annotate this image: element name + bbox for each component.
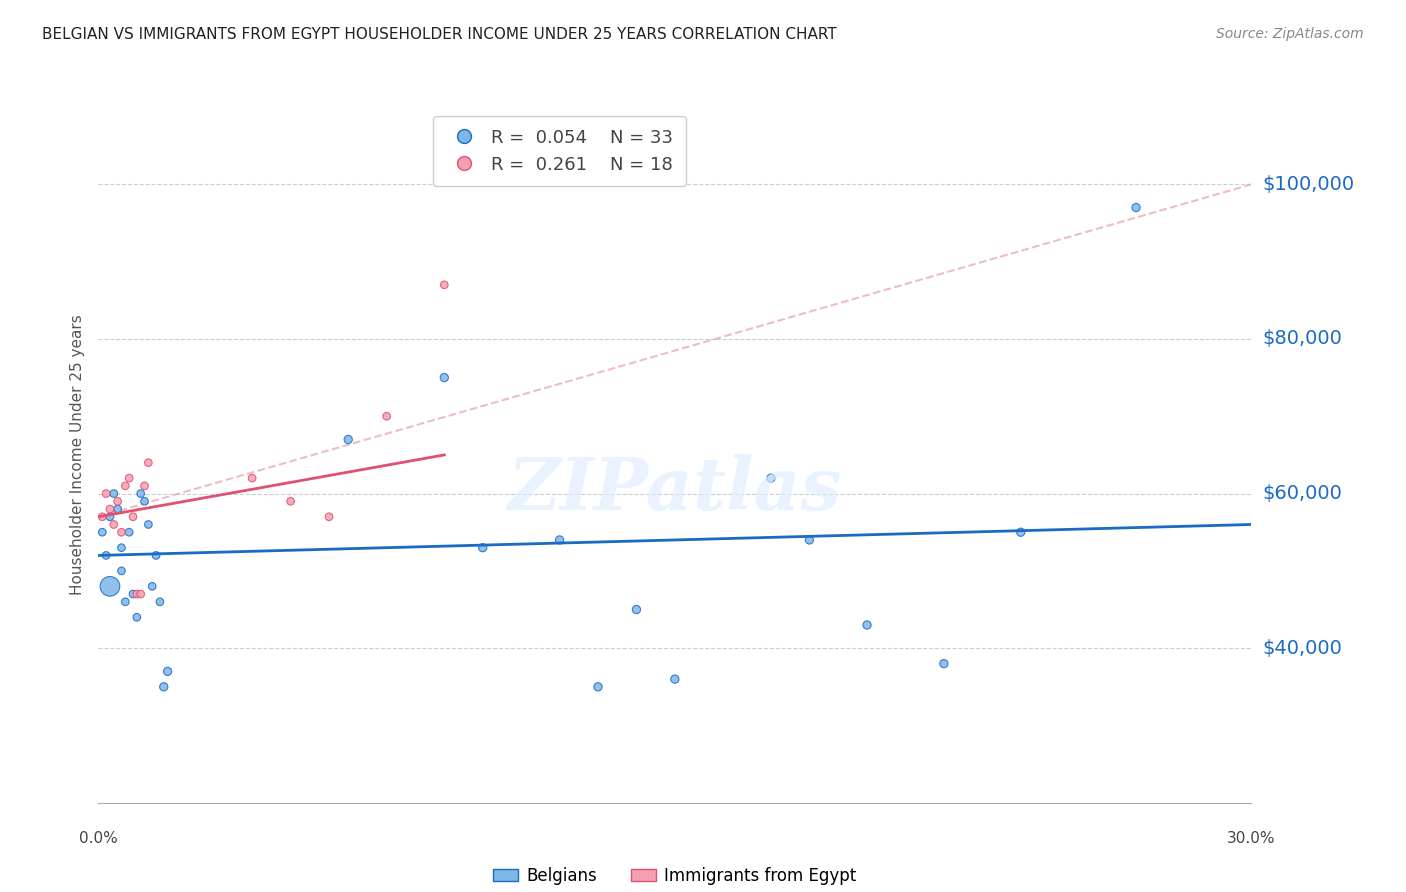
Point bbox=[138, 517, 160, 532]
Point bbox=[103, 517, 125, 532]
Point bbox=[138, 456, 160, 470]
Point bbox=[91, 509, 114, 524]
Point bbox=[156, 665, 179, 679]
Point bbox=[98, 509, 121, 524]
Point bbox=[149, 595, 172, 609]
Point bbox=[122, 587, 145, 601]
Point bbox=[125, 587, 148, 601]
Point bbox=[98, 502, 121, 516]
Point bbox=[129, 486, 152, 500]
Text: ZIPatlas: ZIPatlas bbox=[508, 454, 842, 525]
Point bbox=[1010, 525, 1032, 540]
Point bbox=[122, 509, 145, 524]
Point bbox=[240, 471, 263, 485]
Text: BELGIAN VS IMMIGRANTS FROM EGYPT HOUSEHOLDER INCOME UNDER 25 YEARS CORRELATION C: BELGIAN VS IMMIGRANTS FROM EGYPT HOUSEHO… bbox=[42, 27, 837, 42]
Point bbox=[110, 525, 132, 540]
Point bbox=[548, 533, 571, 547]
Point bbox=[856, 618, 879, 632]
Point bbox=[94, 486, 117, 500]
Point bbox=[94, 549, 117, 563]
Point bbox=[125, 610, 148, 624]
Text: $80,000: $80,000 bbox=[1263, 329, 1343, 349]
Point bbox=[107, 502, 129, 516]
Point bbox=[799, 533, 821, 547]
Point bbox=[152, 680, 174, 694]
Text: $100,000: $100,000 bbox=[1263, 175, 1355, 194]
Text: 30.0%: 30.0% bbox=[1227, 830, 1275, 846]
Point bbox=[91, 525, 114, 540]
Point bbox=[586, 680, 609, 694]
Point bbox=[932, 657, 955, 671]
Point bbox=[118, 471, 141, 485]
Point bbox=[759, 471, 782, 485]
Legend: Belgians, Immigrants from Egypt: Belgians, Immigrants from Egypt bbox=[486, 860, 863, 891]
Point bbox=[118, 525, 141, 540]
Point bbox=[433, 277, 456, 292]
Point bbox=[134, 479, 156, 493]
Point bbox=[145, 549, 167, 563]
Text: $60,000: $60,000 bbox=[1263, 484, 1343, 503]
Point bbox=[318, 509, 340, 524]
Point bbox=[129, 587, 152, 601]
Point bbox=[375, 409, 398, 424]
Point bbox=[664, 672, 686, 686]
Point bbox=[337, 433, 360, 447]
Point bbox=[141, 579, 163, 593]
Point bbox=[114, 479, 136, 493]
Y-axis label: Householder Income Under 25 years: Householder Income Under 25 years bbox=[69, 315, 84, 595]
Point bbox=[134, 494, 156, 508]
Point bbox=[471, 541, 494, 555]
Point bbox=[110, 564, 132, 578]
Point bbox=[107, 494, 129, 508]
Point bbox=[280, 494, 302, 508]
Point bbox=[98, 579, 121, 593]
Point bbox=[114, 595, 136, 609]
Point bbox=[1125, 201, 1147, 215]
Point bbox=[433, 370, 456, 384]
Text: 0.0%: 0.0% bbox=[79, 830, 118, 846]
Point bbox=[110, 541, 132, 555]
Text: $40,000: $40,000 bbox=[1263, 639, 1343, 657]
Point bbox=[103, 486, 125, 500]
Point bbox=[626, 602, 648, 616]
Text: Source: ZipAtlas.com: Source: ZipAtlas.com bbox=[1216, 27, 1364, 41]
